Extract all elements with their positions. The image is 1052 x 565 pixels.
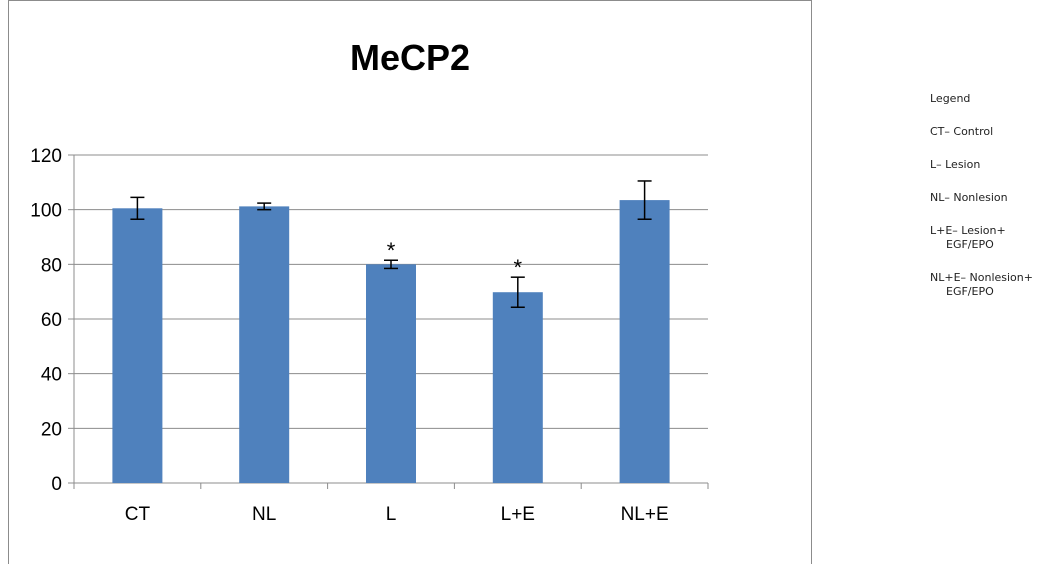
chart-title: MeCP2 xyxy=(350,37,470,78)
bar-nl-plus-e xyxy=(619,200,670,483)
x-tick-label: L xyxy=(386,504,397,525)
y-tick-label: 60 xyxy=(41,310,62,331)
bars xyxy=(112,180,670,484)
y-tick-label: 0 xyxy=(51,474,62,495)
labels: 0 20 40 60 80 100 120 CT NL L L+E NL+E * * xyxy=(30,146,668,525)
x-tick-label: NL xyxy=(252,504,276,525)
x-tick-label: L+E xyxy=(501,504,535,525)
legend-notes: Legend CT– Control L– Lesion NL– Nonlesi… xyxy=(930,92,1052,318)
bar-l-plus-e xyxy=(492,292,543,483)
y-tick-label: 20 xyxy=(41,419,62,440)
axes xyxy=(68,154,709,489)
bar-l xyxy=(366,264,416,483)
y-tick-label: 120 xyxy=(30,146,62,167)
note-lesion: L– Lesion xyxy=(930,158,981,171)
x-tick-label: CT xyxy=(125,504,151,525)
y-tick-label: 100 xyxy=(30,201,62,222)
note-nonlesion: NL– Nonlesion xyxy=(930,191,1008,204)
note-nonlesion-egf-epo: NL+E– Nonlesion+ EGF/EPO xyxy=(930,271,1033,298)
y-tick-label: 80 xyxy=(41,255,62,276)
y-tick-label: 40 xyxy=(41,365,62,386)
note-control: CT– Control xyxy=(930,125,994,138)
significance-marker: * xyxy=(387,238,396,263)
bar-nl xyxy=(239,206,290,484)
note-lesion-egf-epo: L+E– Lesion+ EGF/EPO xyxy=(930,224,1006,251)
x-tick-label: NL+E xyxy=(621,504,669,525)
significance-marker: * xyxy=(514,255,523,280)
note-legend: Legend xyxy=(930,92,971,105)
bar-ct xyxy=(112,208,163,484)
